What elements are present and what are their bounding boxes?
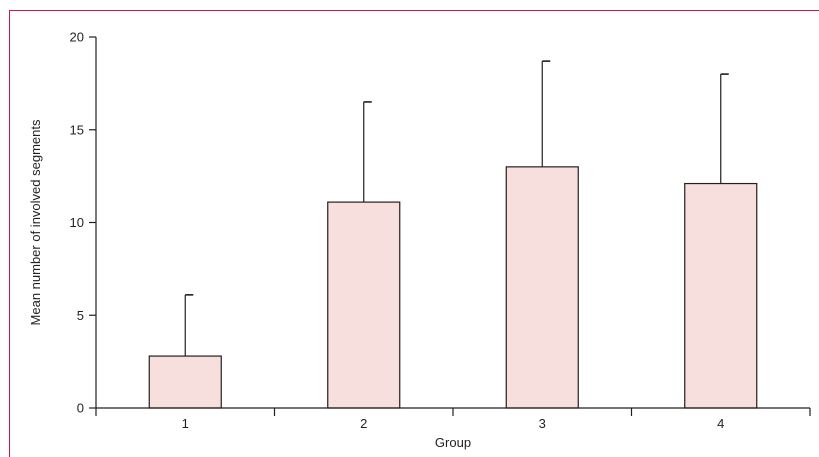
bar-group-1: [148, 355, 222, 409]
x-tick-label-2: 2: [360, 416, 367, 431]
bar-group-4: [684, 182, 758, 409]
y-tick-label-0: 0: [77, 401, 84, 416]
y-tick-label-5: 5: [77, 308, 84, 323]
bars: [148, 166, 758, 409]
y-tick-label-15: 15: [70, 122, 84, 137]
y-tick-label-10: 10: [70, 215, 84, 230]
chart-frame: [9, 10, 819, 457]
x-tick-label-3: 3: [539, 416, 546, 431]
error-bars: [184, 60, 729, 357]
bar-group-2: [327, 201, 401, 409]
axes: [89, 36, 811, 416]
tick-labels: 0 5 10 15 20 1 2 3 4: [70, 30, 725, 432]
x-tick-label-4: 4: [717, 416, 724, 431]
y-tick-label-20: 20: [70, 30, 84, 45]
bar-group-3: [505, 166, 579, 409]
y-axis-title: Mean number of involved segments: [28, 119, 43, 325]
x-axis-title: Group: [435, 435, 471, 450]
x-tick-label-1: 1: [182, 416, 189, 431]
